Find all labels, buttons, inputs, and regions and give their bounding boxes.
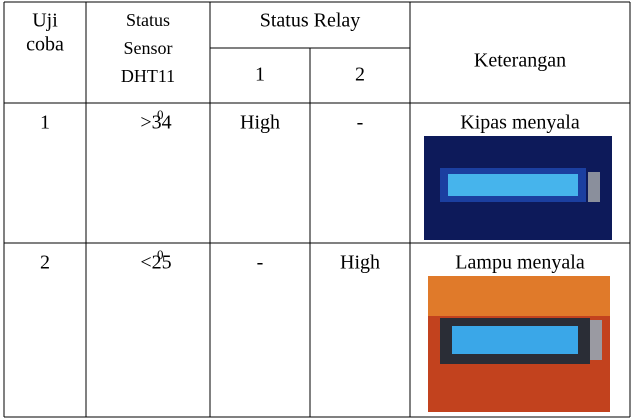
cell-text: High <box>240 112 280 134</box>
cell-text: - <box>257 252 264 274</box>
cell-text: High <box>340 252 380 274</box>
cell-text: - <box>357 112 364 134</box>
header-text: Keterangan <box>474 50 566 72</box>
cell-text: 0 <box>157 107 164 122</box>
cell-text: <25 <box>140 252 171 274</box>
cell-text: Lampu menyala <box>455 252 585 274</box>
cell-text: Kipas menyala <box>460 112 580 134</box>
header-text: Status <box>126 10 170 30</box>
header-text: 1 <box>255 64 265 86</box>
header-text: Status Relay <box>260 10 361 32</box>
header-text: coba <box>26 34 64 56</box>
header-text: Uji <box>32 10 58 32</box>
photo <box>428 276 610 412</box>
header-text: 2 <box>355 64 365 86</box>
cell-text: 2 <box>40 252 50 274</box>
header-text: Sensor <box>124 38 173 58</box>
cell-text: >34 <box>140 112 171 134</box>
grid <box>3 1 631 418</box>
photo <box>424 136 612 240</box>
cell-text: 1 <box>40 112 50 134</box>
cell-text: 0 <box>157 247 164 262</box>
header-text: DHT11 <box>121 66 175 86</box>
